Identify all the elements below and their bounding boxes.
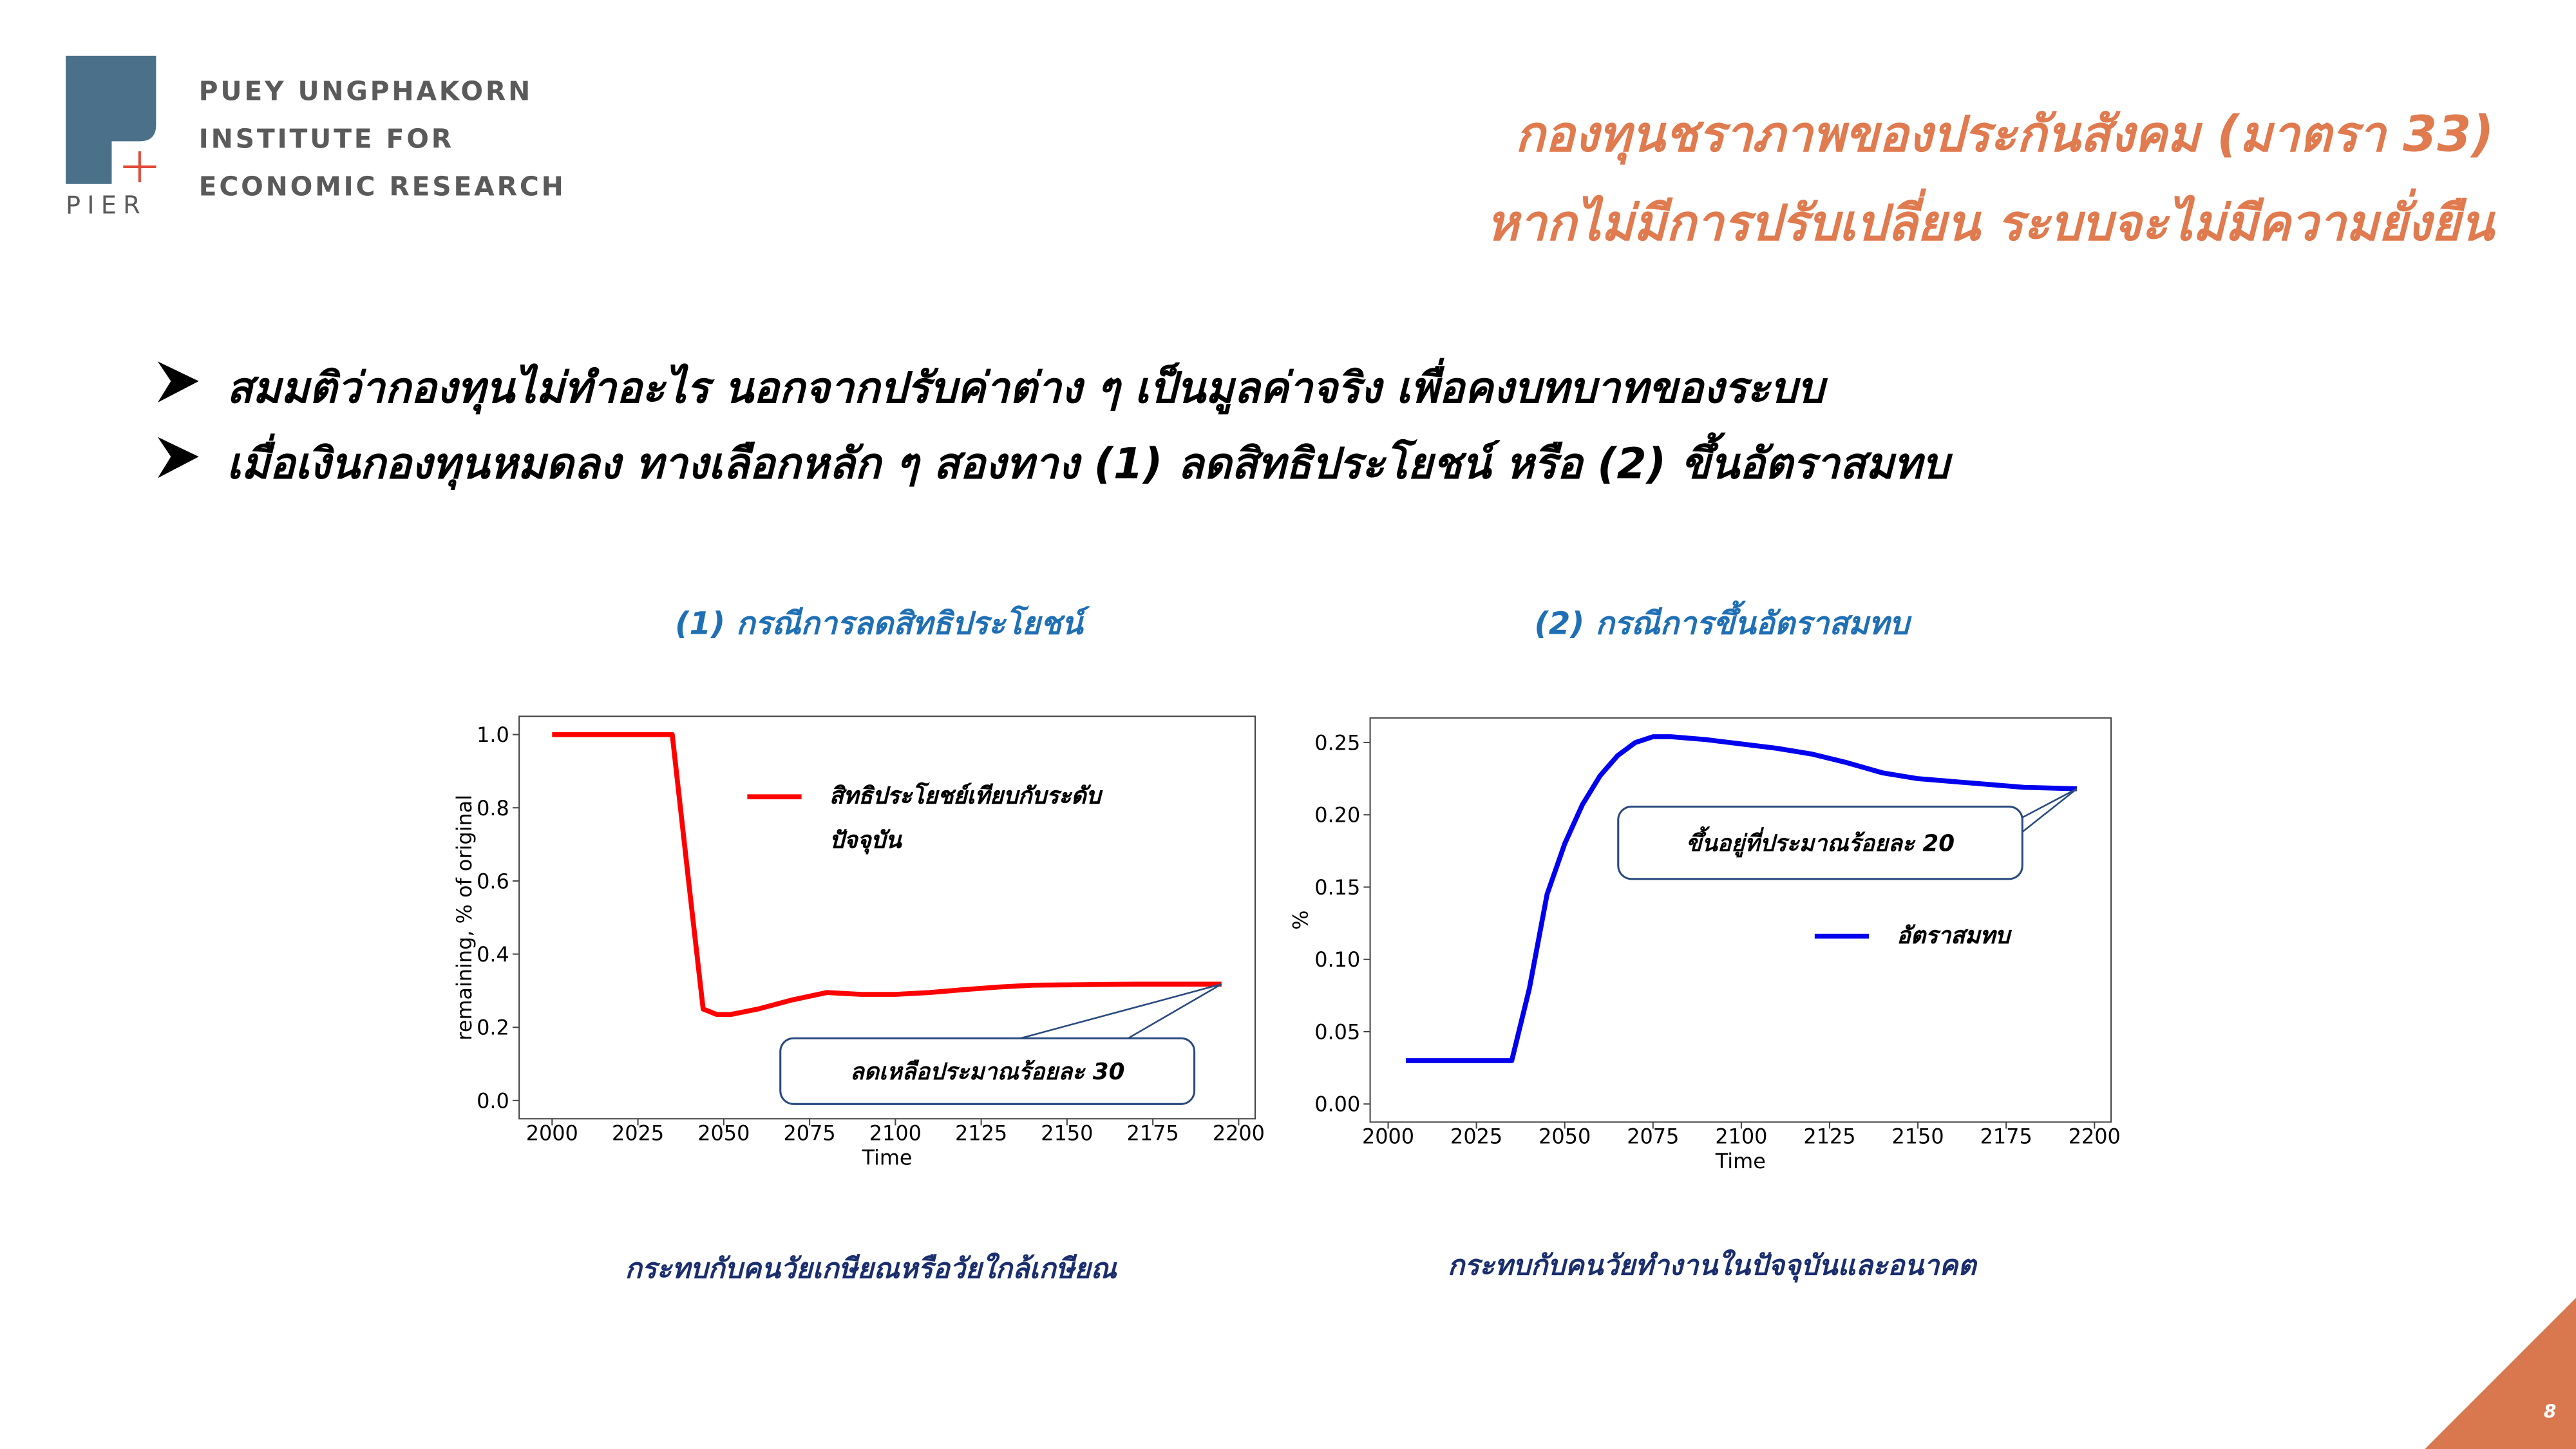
x-tick-label: 2025 <box>612 1121 664 1145</box>
x-tick-label: 2175 <box>1127 1121 1179 1145</box>
x-tick-label: 2175 <box>1980 1124 2032 1149</box>
callout-box <box>779 1037 1196 1105</box>
y-tick-label: 0.15 <box>1314 875 1360 900</box>
y-axis-label: % <box>1289 910 1313 929</box>
y-tick-label: 0.20 <box>1314 803 1360 828</box>
y-axis-label: remaining, % of original <box>452 795 477 1041</box>
bullet-arrow <box>157 361 199 402</box>
annotation: ลดเหลือประมาณร้อยละ 30 <box>850 1059 1125 1085</box>
bullet-text: เมื่อเงินกองทุนหมดลง ทางเลือกหลัก ๆ สองท… <box>227 431 1953 490</box>
x-tick-label: 2050 <box>1539 1124 1591 1149</box>
x-tick-label: 2200 <box>2069 1124 2121 1149</box>
y-tick-label: 0.6 <box>477 869 509 893</box>
legend-label: อัตราสมทบ <box>1897 923 2010 950</box>
title: กองทุนชราภาพของประกันสังคม (มาตรา 33) <box>1515 106 2494 166</box>
y-tick-label: 0.25 <box>1314 730 1360 755</box>
x-tick-label: 2125 <box>955 1121 1007 1145</box>
y-tick-label: 0.0 <box>477 1088 509 1113</box>
legend-entry: สิทธิประโยชย์เทียบกับระดับปัจจุบัน <box>829 783 1101 855</box>
chart-caption: กระทบกับคนวัยทำงานในปัจจุบันและอนาคต <box>1448 1249 1978 1283</box>
chart-title: (1) กรณีการลดสิทธิประโยชน์ <box>675 605 1090 642</box>
page-number: 8 <box>2544 1401 2557 1423</box>
legend-entry: อัตราสมทบ <box>1897 923 2010 950</box>
logo-text: PUEY UNGPHAKORN <box>199 76 533 107</box>
title: หากไม่มีการปรับเปลี่ยน ระบบจะไม่มีความยั… <box>1486 188 2496 252</box>
chart-title: (2) กรณีการขึ้นอัตราสมทบ <box>1534 600 1911 642</box>
x-tick-label: 2050 <box>697 1121 750 1145</box>
x-tick-label: 2025 <box>1450 1124 1502 1149</box>
x-tick-label: 2200 <box>1213 1121 1265 1145</box>
chart-caption: กระทบกับคนวัยเกษียณหรือวัยใกล้เกษียณ <box>625 1253 1117 1285</box>
y-tick-label: 0.8 <box>477 796 509 820</box>
logo-shape <box>66 55 156 184</box>
data-line <box>552 732 1222 1018</box>
logo-text: INSTITUTE FOR <box>199 124 454 155</box>
logo-plus <box>123 151 156 183</box>
y-tick-label: 0.05 <box>1314 1019 1360 1044</box>
y-tick-label: 0.00 <box>1314 1092 1360 1117</box>
legend-label: สิทธิประโยชย์เทียบกับระดับปัจจุบัน <box>829 783 1101 855</box>
logo-text: ECONOMIC RESEARCH <box>199 171 566 202</box>
y-tick-label: 0.10 <box>1314 947 1360 972</box>
bullet-arrow <box>157 437 199 478</box>
callout-box <box>1617 806 2023 880</box>
x-tick-label: 2125 <box>1803 1124 1855 1149</box>
x-tick-label: 2075 <box>1627 1124 1679 1149</box>
data-line <box>1405 734 2077 1063</box>
x-tick-label: 2100 <box>1715 1124 1767 1149</box>
annotation: ขึ้นอยู่ที่ประมาณร้อยละ 20 <box>1686 826 1955 857</box>
x-tick-label: 2000 <box>526 1121 578 1145</box>
x-tick-label: 2000 <box>1362 1124 1414 1149</box>
y-tick-label: 0.4 <box>477 942 509 967</box>
logo-mark: PIER <box>66 191 147 220</box>
x-tick-label: 2075 <box>784 1121 836 1145</box>
x-tick-label: 2150 <box>1892 1124 1944 1149</box>
x-axis-label: Time <box>1715 1149 1766 1173</box>
bullet-text: สมมติว่ากองทุนไม่ทำอะไร นอกจากปรับค่าต่า… <box>227 357 1828 415</box>
y-tick-label: 0.2 <box>477 1016 509 1040</box>
x-tick-label: 2150 <box>1041 1121 1093 1145</box>
y-tick-label: 1.0 <box>477 723 509 747</box>
x-axis-label: Time <box>862 1146 913 1170</box>
x-tick-label: 2100 <box>869 1121 922 1145</box>
